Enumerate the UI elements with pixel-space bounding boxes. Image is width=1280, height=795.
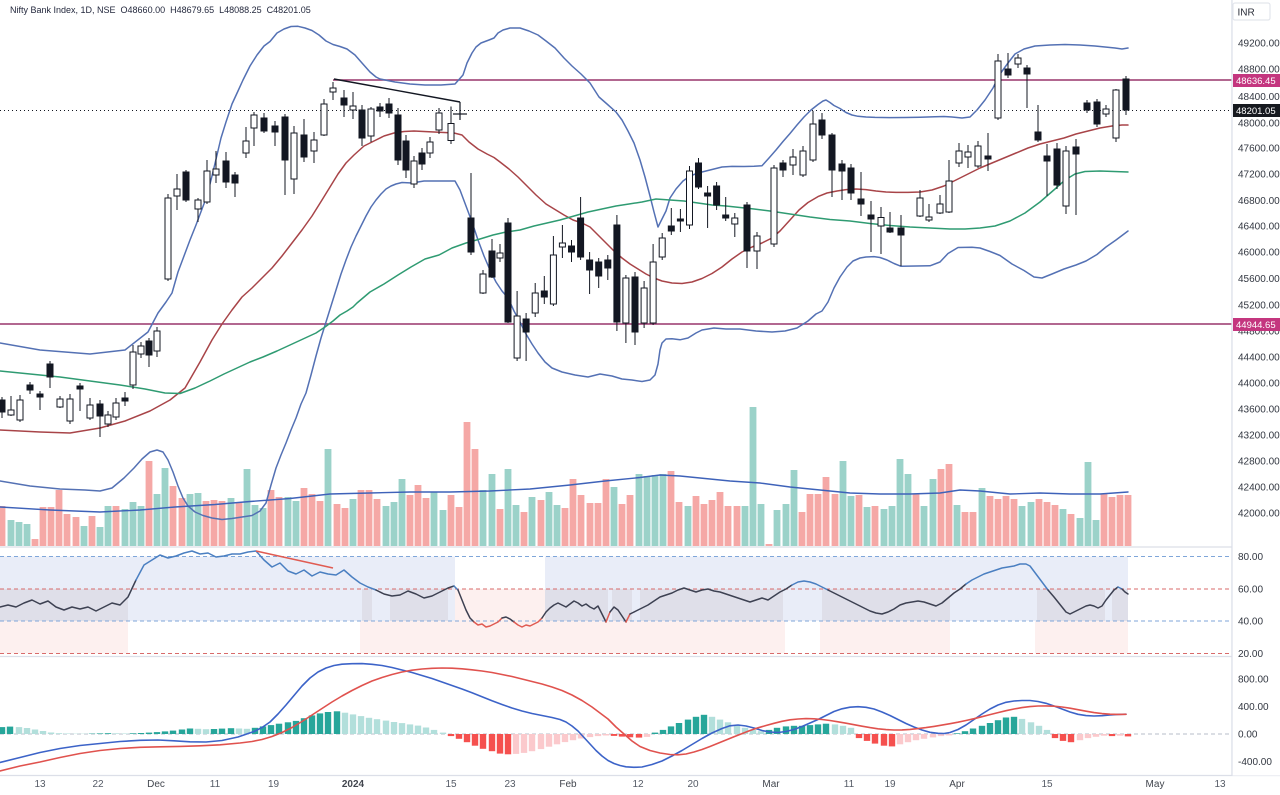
svg-text:May: May: [1146, 779, 1165, 790]
svg-text:Dec: Dec: [147, 779, 165, 790]
svg-text:44800.00: 44800.00: [1238, 327, 1280, 338]
svg-text:44400.00: 44400.00: [1238, 353, 1280, 364]
svg-text:11: 11: [844, 779, 855, 790]
svg-text:15: 15: [445, 779, 457, 790]
svg-text:43200.00: 43200.00: [1238, 431, 1280, 442]
svg-text:13: 13: [34, 779, 46, 790]
svg-text:42400.00: 42400.00: [1238, 483, 1280, 494]
svg-text:11: 11: [210, 779, 221, 790]
svg-text:12: 12: [632, 779, 644, 790]
svg-text:48201.05: 48201.05: [1236, 106, 1276, 117]
svg-text:46000.00: 46000.00: [1238, 248, 1280, 259]
svg-text:45200.00: 45200.00: [1238, 300, 1280, 311]
svg-text:19: 19: [268, 779, 280, 790]
svg-text:2024: 2024: [342, 779, 365, 790]
svg-text:49200.00: 49200.00: [1238, 38, 1280, 49]
svg-text:43600.00: 43600.00: [1238, 405, 1280, 416]
svg-text:20.00: 20.00: [1238, 649, 1263, 660]
svg-text:Apr: Apr: [949, 779, 965, 790]
svg-text:44944.65: 44944.65: [1236, 320, 1276, 331]
svg-text:15: 15: [1041, 779, 1053, 790]
svg-text:48800.00: 48800.00: [1238, 65, 1280, 76]
svg-text:44000.00: 44000.00: [1238, 379, 1280, 390]
svg-text:400.00: 400.00: [1238, 702, 1269, 713]
svg-text:42800.00: 42800.00: [1238, 457, 1280, 468]
svg-text:Feb: Feb: [559, 779, 577, 790]
svg-text:19: 19: [884, 779, 896, 790]
svg-text:800.00: 800.00: [1238, 675, 1269, 686]
svg-text:48636.45: 48636.45: [1236, 76, 1276, 87]
svg-text:40.00: 40.00: [1238, 617, 1263, 628]
svg-text:0.00: 0.00: [1238, 730, 1258, 741]
svg-text:46800.00: 46800.00: [1238, 196, 1280, 207]
svg-text:47200.00: 47200.00: [1238, 169, 1280, 180]
svg-text:60.00: 60.00: [1238, 585, 1263, 596]
svg-text:80.00: 80.00: [1238, 552, 1263, 563]
svg-text:42000.00: 42000.00: [1238, 509, 1280, 520]
svg-text:48000.00: 48000.00: [1238, 118, 1280, 129]
svg-text:20: 20: [687, 779, 699, 790]
svg-text:22: 22: [92, 779, 104, 790]
svg-text:45600.00: 45600.00: [1238, 274, 1280, 285]
svg-text:48400.00: 48400.00: [1238, 92, 1280, 103]
svg-text:INR: INR: [1238, 8, 1255, 19]
svg-text:Mar: Mar: [762, 779, 780, 790]
svg-text:23: 23: [504, 779, 516, 790]
svg-text:Nifty Bank Index, 1D, NSE O48: Nifty Bank Index, 1D, NSE O48660.00 H486…: [10, 5, 311, 15]
svg-text:47600.00: 47600.00: [1238, 144, 1280, 155]
svg-text:46400.00: 46400.00: [1238, 222, 1280, 233]
svg-text:13: 13: [1214, 779, 1226, 790]
svg-text:-400.00: -400.00: [1238, 757, 1272, 768]
